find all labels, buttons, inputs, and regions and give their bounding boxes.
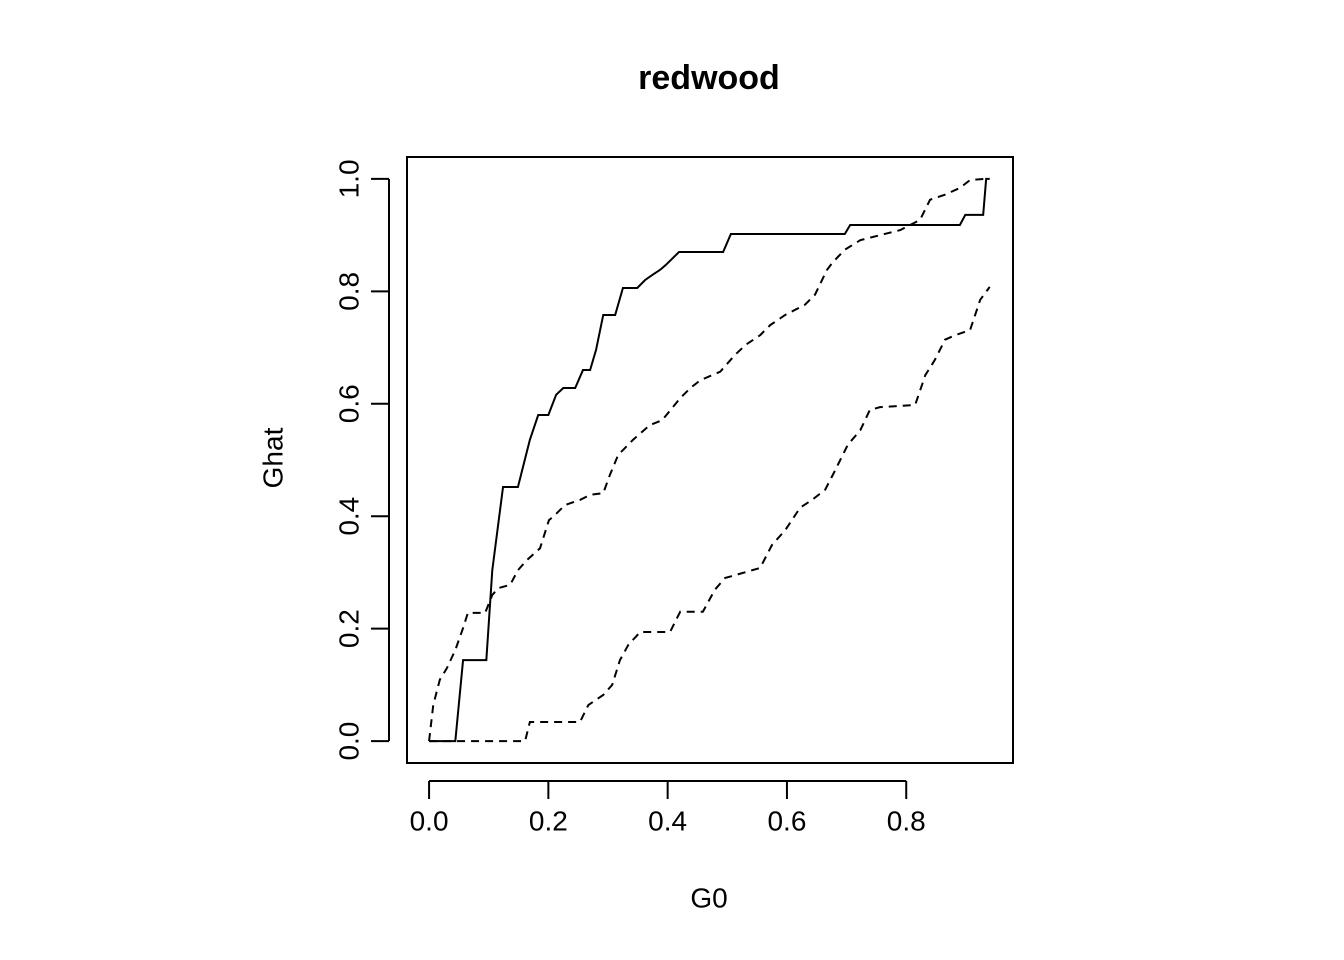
chart-title: redwood xyxy=(638,59,780,97)
y-tick-label: 0.2 xyxy=(333,609,364,648)
series-line xyxy=(429,177,990,743)
y-tick-label: 0.4 xyxy=(333,497,364,536)
x-tick-label: 0.0 xyxy=(410,805,449,836)
x-tick-label: 0.4 xyxy=(648,805,687,836)
y-axis-label: Ghat xyxy=(257,427,288,488)
x-tick-label: 0.6 xyxy=(767,805,806,836)
x-tick-label: 0.2 xyxy=(529,805,568,836)
x-tick-label: 0.8 xyxy=(887,805,926,836)
plot-frame xyxy=(406,156,1014,764)
series-line xyxy=(429,286,991,743)
y-tick-label: 1.0 xyxy=(333,159,364,198)
series-line xyxy=(428,177,986,742)
y-tick-label: 0.8 xyxy=(333,272,364,311)
y-tick-label: 0.6 xyxy=(333,384,364,423)
y-tick-label: 0.0 xyxy=(333,722,364,761)
x-axis-label: G0 xyxy=(690,882,727,913)
